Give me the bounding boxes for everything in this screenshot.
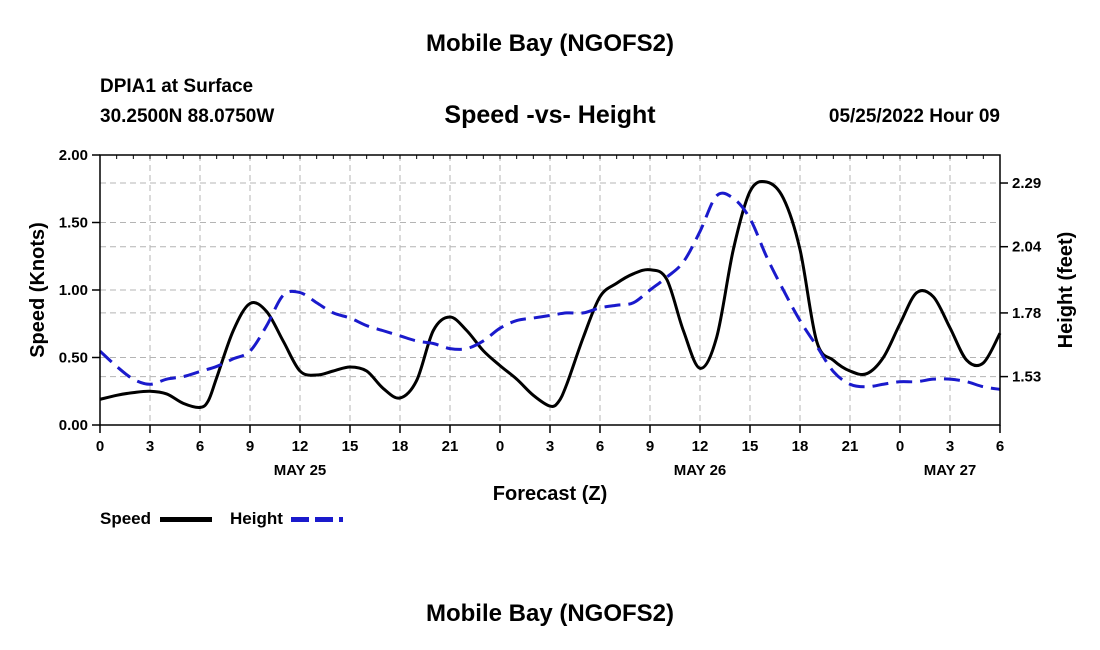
legend-height-label: Height — [230, 509, 283, 528]
speed-series-line — [99, 179, 1002, 409]
station-coords: 30.2500N 88.0750W — [100, 106, 275, 127]
x-tick-label: 9 — [646, 438, 654, 455]
station-label: DPIA1 at Surface — [100, 76, 254, 97]
date-label: MAY 25 — [274, 462, 327, 479]
x-tick-label: 3 — [546, 438, 554, 455]
x-tick-label: 0 — [496, 438, 504, 455]
y2-tick-label: 1.53 — [1012, 369, 1041, 386]
x-tick-label: 3 — [146, 438, 154, 455]
x-tick-label: 12 — [292, 438, 309, 455]
x-tick-label: 3 — [946, 438, 954, 455]
chart-title: Speed -vs- Height — [444, 101, 656, 129]
x-tick-label: 6 — [196, 438, 204, 455]
x-tick-label: 15 — [742, 438, 759, 455]
series — [98, 179, 1002, 409]
x-tick-label: 15 — [342, 438, 359, 455]
x-tick-label: 6 — [996, 438, 1004, 455]
x-tick-label: 18 — [792, 438, 809, 455]
y-tick-label: 0.50 — [59, 350, 88, 367]
footer-title: Mobile Bay (NGOFS2) — [425, 600, 675, 627]
x-tick-label: 0 — [96, 438, 104, 455]
legend-speed-swatch — [160, 517, 212, 522]
y-tick-label: 0.00 — [59, 417, 88, 434]
date-label: MAY 26 — [674, 462, 727, 479]
height-series-line — [98, 191, 1001, 391]
x-tick-label: 0 — [896, 438, 904, 455]
x-tick-label: 21 — [842, 438, 859, 455]
y-tick-label: 2.00 — [59, 147, 88, 164]
x-tick-label: 21 — [442, 438, 459, 455]
grid — [99, 155, 1001, 425]
date-label: MAY 27 — [924, 462, 977, 479]
main-title: Mobile Bay (NGOFS2) — [425, 30, 675, 57]
y-axis-label: Speed (Knots) — [27, 222, 49, 358]
legend-height-swatch — [291, 517, 343, 522]
y2-tick-label: 2.04 — [1012, 239, 1042, 256]
x-axis-label: Forecast (Z) — [493, 483, 607, 505]
x-tick-label: 12 — [692, 438, 709, 455]
legend-speed-label: Speed — [100, 509, 152, 528]
y2-axis-label: Height (feet) — [1055, 232, 1077, 349]
x-tick-label: 6 — [596, 438, 604, 455]
y2-tick-label: 1.78 — [1012, 305, 1041, 322]
y-tick-label: 1.00 — [59, 282, 88, 299]
x-tick-label: 18 — [392, 438, 409, 455]
axes: 0 3 6 9 12 15 18 21 0 3 6 9 12 15 18 21 0 3 6 0.00 0.50 1.00 1… — [59, 147, 1042, 479]
x-tick-label: 9 — [246, 438, 254, 455]
forecast-datetime: 05/25/2022 Hour 09 — [828, 106, 1000, 127]
y-tick-label: 1.50 — [59, 215, 88, 232]
y2-tick-label: 2.29 — [1012, 175, 1041, 192]
